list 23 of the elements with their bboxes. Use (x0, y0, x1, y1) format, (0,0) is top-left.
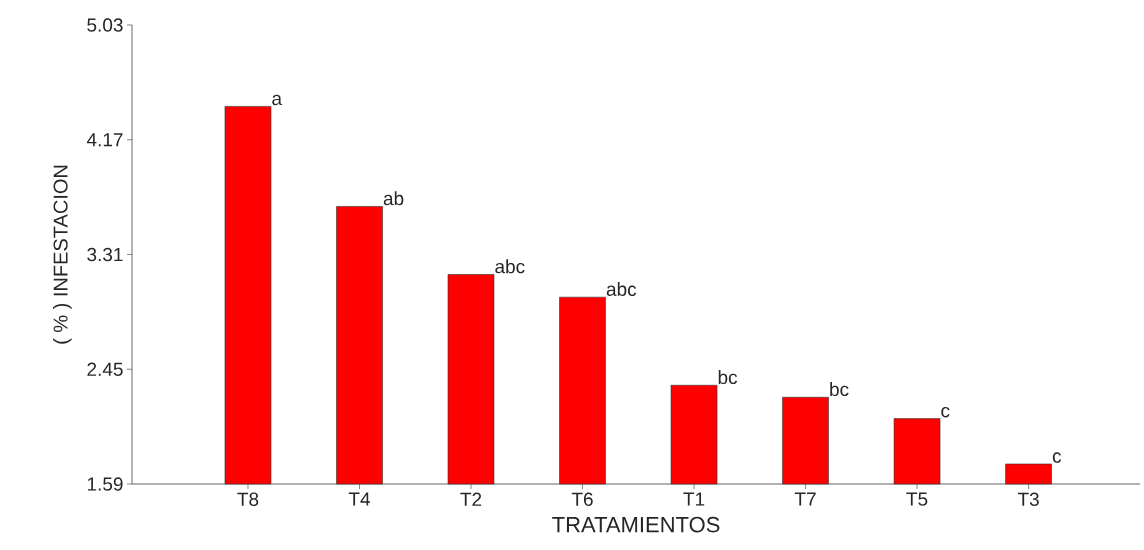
annotation: abc (606, 282, 637, 296)
annotation: bc (830, 382, 849, 397)
y-tick-label: 1.59 (87, 477, 123, 491)
x-tick-label: T4 (348, 492, 371, 506)
x-axis-title: TRATAMIENTOS (552, 516, 720, 533)
x-tick-label: T7 (794, 492, 816, 506)
x-tick-label: T1 (683, 492, 705, 506)
y-tick-label: 5.03 (87, 18, 123, 32)
annotation: c (941, 407, 950, 418)
y-tick-label: 2.45 (87, 362, 123, 376)
x-tick-label: T2 (460, 492, 482, 506)
annotation: a (272, 94, 283, 106)
x-tick-label: T8 (237, 492, 259, 506)
y-tick-label: 3.31 (87, 247, 123, 262)
x-tick-label: T5 (906, 492, 928, 506)
y-tick-label: 4.17 (86, 133, 123, 147)
annotation: bc (718, 370, 738, 385)
x-tick-label: T6 (571, 492, 593, 506)
y-axis-title: ( % ) INFESTACION (52, 165, 72, 344)
annotation: c (1052, 452, 1062, 463)
annotation: abc (495, 259, 525, 274)
x-tick-label: T3 (1017, 492, 1039, 506)
annotation: ab (383, 191, 404, 206)
